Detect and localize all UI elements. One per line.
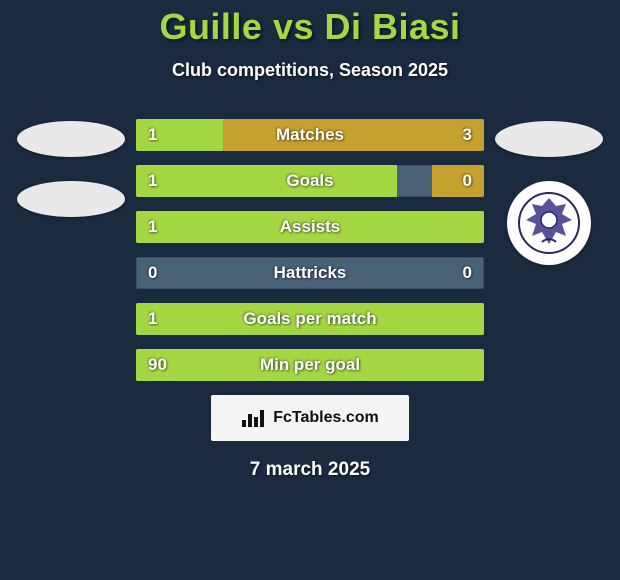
left-column	[6, 119, 136, 217]
club-crest-icon	[518, 192, 580, 254]
subtitle: Club competitions, Season 2025	[172, 60, 448, 81]
stat-row: 0 0 Hattricks	[136, 257, 484, 289]
stat-value-left: 0	[148, 263, 157, 283]
stat-value-left: 1	[148, 217, 157, 237]
player1-club-placeholder	[17, 181, 125, 217]
stat-row: 1 Goals per match	[136, 303, 484, 335]
stat-value-left: 1	[148, 125, 157, 145]
stats-bars: 1 3 Matches 1 0 Goals 1 Assists 0 0 Hattricks 1 Goal…	[136, 119, 484, 381]
stat-label: Hattricks	[274, 263, 347, 283]
stat-value-left: 1	[148, 171, 157, 191]
stat-value-right: 0	[463, 171, 472, 191]
stat-value-left: 90	[148, 355, 167, 375]
stat-bar-left	[136, 165, 397, 197]
date-text: 7 march 2025	[250, 459, 370, 481]
stat-label: Goals per match	[243, 309, 376, 329]
stat-label: Min per goal	[260, 355, 360, 375]
page-title: Guille vs Di Biasi	[159, 6, 460, 48]
main-row: 1 3 Matches 1 0 Goals 1 Assists 0 0 Hattricks 1 Goal…	[0, 119, 620, 381]
stat-value-right: 3	[463, 125, 472, 145]
player1-photo-placeholder	[17, 121, 125, 157]
stat-value-right: 0	[463, 263, 472, 283]
stat-row: 1 0 Goals	[136, 165, 484, 197]
right-column	[484, 119, 614, 265]
stat-row: 90 Min per goal	[136, 349, 484, 381]
stat-row: 1 3 Matches	[136, 119, 484, 151]
player2-club-logo	[507, 181, 591, 265]
stat-label: Matches	[276, 125, 344, 145]
stat-label: Goals	[286, 171, 333, 191]
stat-bar-right	[223, 119, 484, 151]
stat-value-left: 1	[148, 309, 157, 329]
source-badge-text: FcTables.com	[273, 409, 379, 427]
bar-chart-icon	[241, 408, 267, 428]
comparison-card: Guille vs Di Biasi Club competitions, Se…	[0, 0, 620, 580]
stat-bar-right	[432, 165, 484, 197]
stat-row: 1 Assists	[136, 211, 484, 243]
stat-label: Assists	[280, 217, 340, 237]
player2-photo-placeholder	[495, 121, 603, 157]
source-badge: FcTables.com	[211, 395, 409, 441]
